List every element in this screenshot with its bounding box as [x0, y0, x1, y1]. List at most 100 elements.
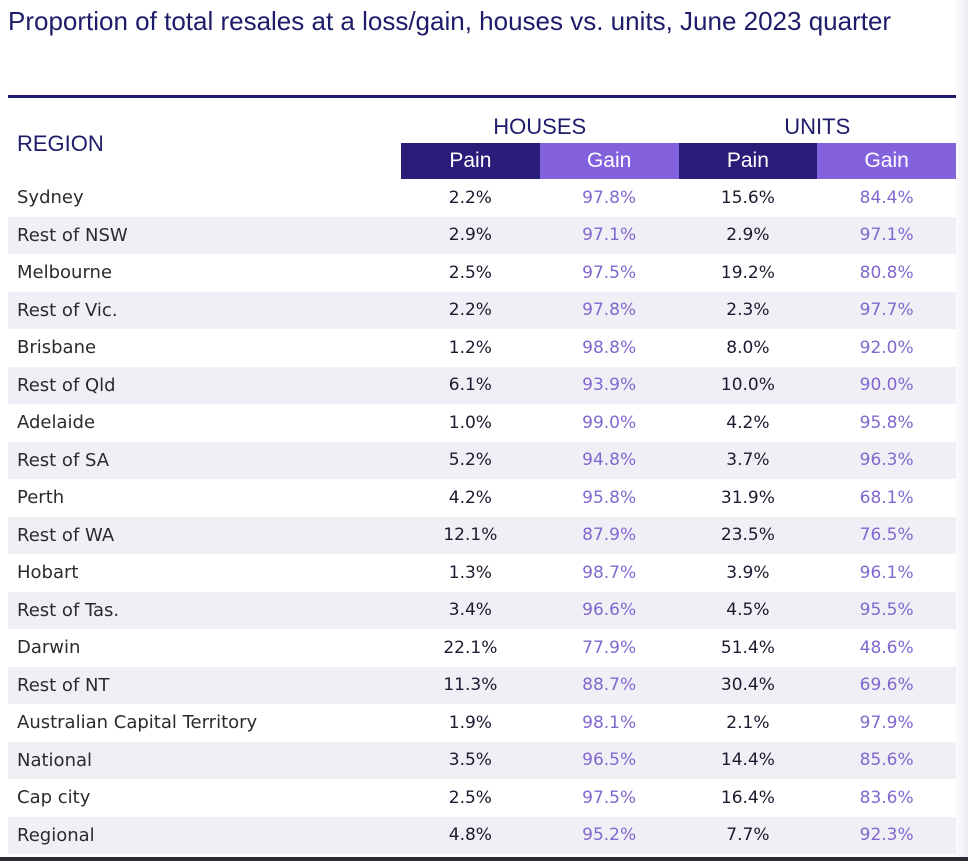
- units-gain-cell: 97.9%: [859, 712, 914, 733]
- table-row: Hobart 1.3% 98.7% 3.9% 96.1%: [8, 554, 956, 592]
- region-cell: Hobart: [17, 562, 79, 584]
- units-gain-cell: 95.8%: [859, 412, 914, 433]
- houses-pain-cell: 2.5%: [448, 262, 492, 283]
- houses-gain-cell: 93.9%: [539, 366, 679, 404]
- houses-pain-cell: 12.1%: [401, 516, 540, 554]
- units-gain-cell: 83.6%: [859, 787, 914, 808]
- units-pain-cell: 4.5%: [678, 591, 818, 629]
- houses-gain-cell: 95.8%: [582, 487, 637, 508]
- houses-gain-cell: 97.5%: [582, 262, 637, 283]
- region-cell: Adelaide: [17, 412, 96, 434]
- table-row: Rest of Vic. 2.2% 97.8% 2.3% 97.7%: [8, 291, 957, 329]
- table-row: Rest of Qld 6.1% 93.9% 10.0% 90.0%: [8, 366, 957, 404]
- houses-gain-cell: 98.8%: [582, 337, 637, 358]
- houses-pain-cell: 2.9%: [401, 216, 540, 254]
- houses-pain-cell: 3.4%: [401, 591, 540, 629]
- units-gain-cell: 69.6%: [817, 666, 957, 704]
- units-pain-cell: 14.4%: [678, 741, 818, 779]
- table-row: Rest of NT 11.3% 88.7% 30.4% 69.6%: [8, 666, 957, 704]
- units-pain-cell: 15.6%: [720, 187, 775, 208]
- houses-pain-cell: 3.5%: [401, 741, 540, 779]
- units-pain-cell: 51.4%: [720, 637, 775, 658]
- houses-pain-cell: 2.2%: [448, 187, 492, 208]
- houses-pain-cell: 22.1%: [443, 637, 498, 658]
- region-cell: Rest of NSW: [8, 216, 401, 254]
- region-column-header: REGION: [17, 130, 104, 156]
- units-pain-cell: 10.0%: [678, 366, 818, 404]
- resales-table: REGION HOUSES UNITS Pain Gain Pain Gain …: [8, 98, 957, 854]
- houses-gain-cell: 87.9%: [539, 516, 679, 554]
- units-gain-cell: 95.5%: [817, 591, 957, 629]
- houses-gain-cell: 96.5%: [539, 741, 679, 779]
- subheader-row: Pain Gain Pain Gain: [8, 143, 957, 179]
- units-gain-cell: 92.0%: [859, 337, 914, 358]
- units-pain-cell: 30.4%: [678, 666, 818, 704]
- units-pain-cell: 8.0%: [726, 337, 770, 358]
- region-cell: Australian Capital Territory: [17, 712, 258, 734]
- units-pain-cell: 23.5%: [678, 516, 818, 554]
- region-cell: Sydney: [17, 187, 84, 209]
- units-gain-cell: 96.3%: [817, 441, 957, 479]
- table-row: Sydney 2.2% 97.8% 15.6% 84.4%: [8, 179, 956, 217]
- units-gain-header: Gain: [817, 143, 957, 179]
- units-pain-header: Pain: [678, 143, 818, 179]
- resales-table-container: REGION HOUSES UNITS Pain Gain Pain Gain …: [8, 95, 957, 854]
- houses-gain-cell: 98.7%: [582, 562, 637, 583]
- bottom-border: [0, 857, 968, 861]
- table-row: Cap city 2.5% 97.5% 16.4% 83.6%: [8, 779, 956, 817]
- region-cell: Rest of Qld: [8, 366, 401, 404]
- houses-pain-cell: 2.2%: [401, 291, 540, 329]
- houses-gain-cell: 99.0%: [582, 412, 637, 433]
- table-row: Darwin 22.1% 77.9% 51.4% 48.6%: [8, 629, 956, 667]
- units-pain-cell: 2.3%: [678, 291, 818, 329]
- table-row: Rest of WA 12.1% 87.9% 23.5% 76.5%: [8, 516, 957, 554]
- units-gain-cell: 76.5%: [817, 516, 957, 554]
- region-cell: Regional: [8, 816, 401, 854]
- houses-pain-cell: 1.0%: [448, 412, 492, 433]
- units-gain-cell: 97.1%: [817, 216, 957, 254]
- houses-gain-cell: 98.1%: [582, 712, 637, 733]
- region-cell: Perth: [17, 487, 65, 509]
- houses-pain-cell: 2.5%: [448, 787, 492, 808]
- houses-gain-cell: 77.9%: [582, 637, 637, 658]
- region-cell: Rest of WA: [8, 516, 401, 554]
- region-cell: Rest of SA: [8, 441, 401, 479]
- houses-pain-cell: 1.9%: [448, 712, 492, 733]
- units-pain-cell: 7.7%: [678, 816, 818, 854]
- units-gain-cell: 85.6%: [817, 741, 957, 779]
- houses-gain-cell: 94.8%: [539, 441, 679, 479]
- region-cell: Darwin: [17, 637, 81, 659]
- houses-gain-cell: 97.1%: [539, 216, 679, 254]
- units-gain-cell: 97.7%: [817, 291, 957, 329]
- units-gain-cell: 96.1%: [859, 562, 914, 583]
- houses-pain-cell: 5.2%: [401, 441, 540, 479]
- page-edge-shade: [954, 0, 968, 861]
- units-gain-cell: 48.6%: [859, 637, 914, 658]
- houses-pain-cell: 1.3%: [448, 562, 492, 583]
- region-cell: Rest of NT: [8, 666, 401, 704]
- houses-pain-cell: 4.2%: [448, 487, 492, 508]
- table-row: Melbourne 2.5% 97.5% 19.2% 80.8%: [8, 254, 956, 292]
- table-row: Adelaide 1.0% 99.0% 4.2% 95.8%: [8, 404, 956, 442]
- houses-gain-cell: 97.5%: [582, 787, 637, 808]
- units-pain-cell: 3.9%: [726, 562, 770, 583]
- group-header-row: REGION HOUSES UNITS: [8, 98, 956, 156]
- table-row: Perth 4.2% 95.8% 31.9% 68.1%: [8, 479, 956, 517]
- region-cell: Melbourne: [17, 262, 113, 284]
- houses-gain-cell: 96.6%: [539, 591, 679, 629]
- table-row: National 3.5% 96.5% 14.4% 85.6%: [8, 741, 957, 779]
- table-row: Australian Capital Territory 1.9% 98.1% 2.1…: [8, 704, 956, 742]
- units-pain-cell: 2.1%: [726, 712, 770, 733]
- units-pain-cell: 4.2%: [726, 412, 770, 433]
- region-cell: Rest of Vic.: [8, 291, 401, 329]
- units-group-header: UNITS: [784, 114, 851, 139]
- houses-pain-cell: 6.1%: [401, 366, 540, 404]
- region-cell: Cap city: [17, 787, 91, 809]
- table-row: Rest of NSW 2.9% 97.1% 2.9% 97.1%: [8, 216, 957, 254]
- houses-gain-cell: 97.8%: [539, 291, 679, 329]
- houses-gain-cell: 95.2%: [539, 816, 679, 854]
- table-row: Regional 4.8% 95.2% 7.7% 92.3%: [8, 816, 957, 854]
- houses-pain-cell: 1.2%: [448, 337, 492, 358]
- table-top-rule: [8, 95, 956, 98]
- houses-pain-header: Pain: [401, 143, 540, 179]
